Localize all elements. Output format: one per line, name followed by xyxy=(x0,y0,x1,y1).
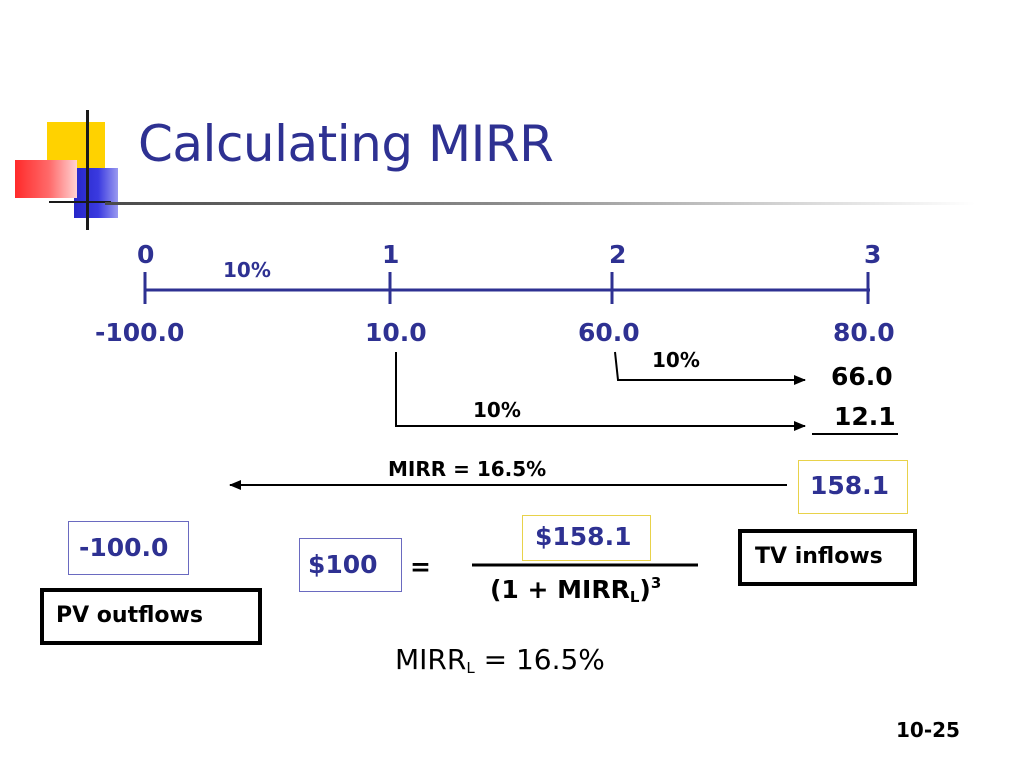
compound-rate-cf2: 10% xyxy=(652,348,700,372)
mirr-arrow-label: MIRR = 16.5% xyxy=(388,457,547,481)
denominator-subscript: L xyxy=(629,588,640,606)
equation-equals: = xyxy=(410,552,431,581)
period-label-0: 0 xyxy=(137,240,155,269)
period-label-3: 3 xyxy=(864,240,882,269)
compound-arrow-cf1 xyxy=(395,352,806,431)
title-underline xyxy=(105,202,975,205)
cash-flow-3: 80.0 xyxy=(833,318,895,347)
timeline-rate-label: 10% xyxy=(223,258,271,282)
period-label-2: 2 xyxy=(609,240,627,269)
pv-outflows-value-box: -100.0 xyxy=(68,521,189,575)
result-subscript: L xyxy=(466,659,475,677)
denominator-prefix: (1 + MIRR xyxy=(490,575,630,604)
logo-vertical-line xyxy=(86,110,89,230)
period-label-1: 1 xyxy=(382,240,400,269)
result-suffix: = 16.5% xyxy=(474,643,605,676)
equation-numerator: $158.1 xyxy=(535,522,632,551)
pv-outflows-label-box: PV outflows xyxy=(40,588,262,645)
future-value-cf2: 66.0 xyxy=(831,362,893,391)
compound-arrow-cf2 xyxy=(614,351,806,385)
cash-flow-1: 10.0 xyxy=(365,318,427,347)
tv-inflows-label: TV inflows xyxy=(755,544,883,569)
compound-rate-cf1: 10% xyxy=(473,398,521,422)
mirr-result: MIRRL = 16.5% xyxy=(395,643,605,677)
pv-outflows-value: -100.0 xyxy=(79,533,169,562)
equation-numerator-box: $158.1 xyxy=(522,515,651,561)
logo-red-bar xyxy=(15,160,77,198)
equation-lhs: $100 xyxy=(308,550,378,579)
future-value-cf1: 12.1 xyxy=(834,402,896,431)
logo-blue-square xyxy=(74,168,118,218)
equation-denominator: (1 + MIRRL)3 xyxy=(490,574,661,606)
cash-flow-0: -100.0 xyxy=(95,318,185,347)
page-number: 10-25 xyxy=(896,718,960,742)
denominator-close: ) xyxy=(639,575,651,604)
logo-horizontal-line xyxy=(49,201,111,203)
tv-total-box: 158.1 xyxy=(798,460,908,514)
tv-inflows-label-box: TV inflows xyxy=(738,529,917,586)
equation-lhs-box: $100 xyxy=(299,538,402,592)
cash-flow-2: 60.0 xyxy=(578,318,640,347)
tv-total-value: 158.1 xyxy=(810,471,890,500)
denominator-exponent: 3 xyxy=(650,574,662,592)
slide-title: Calculating MIRR xyxy=(138,115,554,173)
pv-outflows-label: PV outflows xyxy=(56,603,203,628)
result-prefix: MIRR xyxy=(395,643,467,676)
